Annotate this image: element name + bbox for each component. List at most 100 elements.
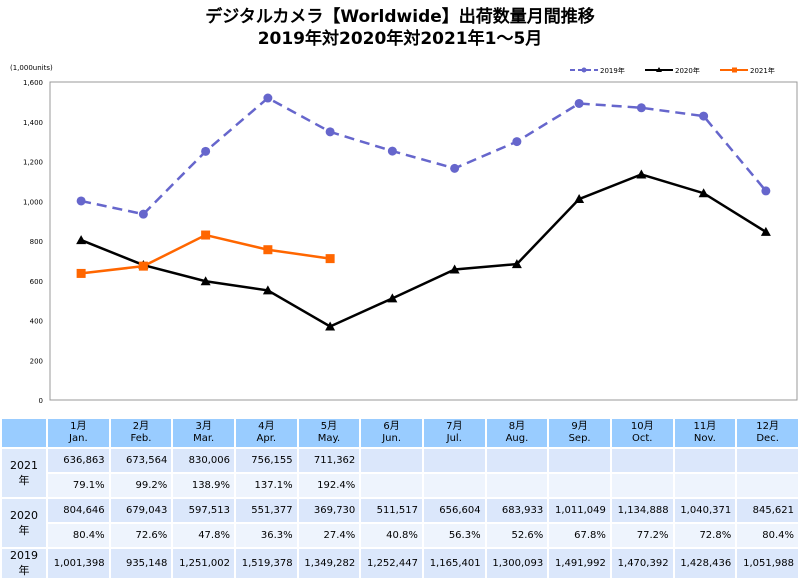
data-point [449,264,460,274]
units-cell: 656,604 [423,499,485,522]
data-point [699,111,709,121]
line-chart: (1,000units) 0 200 400 600 800 1,000 1,200 1,400… [10,64,798,405]
legend-marker [581,67,587,73]
row-label: 2019年 [2,549,46,578]
data-point [263,93,273,103]
ratio-cell: 72.8% [674,524,736,547]
ratio-cell: 67.8% [549,524,610,547]
ratio-cell: 72.6% [110,524,172,547]
y-tick-label: 1,200 [23,159,43,167]
row-label: 2020年 [2,499,46,547]
data-point [76,196,86,206]
data-point [574,194,585,204]
month-header: 9月 Sep. [549,419,610,447]
units-cell: 1,134,888 [611,499,673,522]
units-cell: 1,428,436 [674,549,736,578]
chart-title: デジタルカメラ【Worldwide】出荷数量月間推移 [205,7,595,27]
units-cell: 935,148 [110,549,172,578]
units-cell [486,449,548,472]
units-cell: 1,300,093 [486,549,548,578]
y-tick-label: 200 [30,357,43,365]
legend-label: 2021年 [750,66,775,75]
ratio-cell: 56.3% [423,524,485,547]
data-point [511,259,522,269]
y-tick-label: 600 [30,278,43,286]
y-tick-label: 1,000 [23,198,43,206]
ratio-cell: 36.3% [235,524,297,547]
data-table: 1月 Jan. 2月 Feb. 3月 Mar. 4月 Apr. 5月 May. 6月 Jun. 7月 Ju… [0,417,800,580]
header-corner [2,419,46,447]
ratio-cell [549,474,610,497]
units-cell: 597,513 [173,499,234,522]
month-header: 10月 Oct. [611,419,673,447]
data-point [387,146,397,156]
units-cell [674,449,736,472]
ratio-cell [737,474,798,497]
data-point [761,186,771,196]
month-header: 5月 May. [298,419,360,447]
ratio-cell [674,474,736,497]
y-axis-label: (1,000units) [10,64,53,72]
units-cell: 511,517 [361,499,422,522]
month-header: 6月 Jun. [361,419,422,447]
units-cell: 673,564 [110,449,172,472]
legend-label: 2020年 [675,66,700,75]
units-cell: 679,043 [110,499,172,522]
month-header: 12月 Dec. [737,419,798,447]
data-point [387,293,398,303]
month-header: 1月 Jan. [48,419,109,447]
units-cell: 1,470,392 [611,549,673,578]
units-cell: 711,362 [298,449,360,472]
series-line-2019年 [80,96,767,216]
units-cell [361,449,422,472]
y-tick-label: 1,600 [23,79,43,87]
data-point [574,98,584,108]
chart-subtitle: 2019年対2020年対2021年1～5月 [257,29,543,49]
ratio-cell: 52.6% [486,524,548,547]
ratio-cell: 80.4% [737,524,798,547]
data-point [138,209,148,219]
units-cell: 1,251,002 [173,549,234,578]
ratio-cell [361,474,422,497]
data-point [200,276,211,286]
units-cell: 1,051,988 [737,549,798,578]
legend-marker [732,67,737,73]
units-cell: 845,621 [737,499,798,522]
units-cell: 756,155 [235,449,297,472]
month-header: 3月 Mar. [173,419,234,447]
units-cell: 369,730 [298,499,360,522]
units-cell: 1,040,371 [674,499,736,522]
ratio-cell: 27.4% [298,524,360,547]
ratio-cell: 79.1% [48,474,109,497]
month-header: 8月 Aug. [486,419,548,447]
units-cell: 1,001,398 [48,549,109,578]
data-point [698,188,709,198]
data-point [636,169,647,179]
y-tick-label: 400 [30,318,43,326]
data-point [138,261,148,271]
y-tick-label: 0 [39,397,43,405]
legend-label: 2019年 [600,66,625,75]
units-cell: 830,006 [173,449,234,472]
units-cell [423,449,485,472]
units-cell: 1,519,378 [235,549,297,578]
data-point [76,268,86,278]
row-label: 2021年 [2,449,46,497]
legend-marker [656,67,662,72]
units-cell: 804,646 [48,499,109,522]
data-point [450,163,460,173]
data-point [325,321,336,331]
ratio-cell: 80.4% [48,524,109,547]
ratio-cell: 137.1% [235,474,297,497]
ratio-cell: 192.4% [298,474,360,497]
data-point [325,254,335,264]
units-cell: 1,165,401 [423,549,485,578]
month-header: 11月 Nov. [674,419,736,447]
units-cell: 1,011,049 [549,499,610,522]
units-cell [611,449,673,472]
data-point [201,146,211,156]
data-point [201,230,211,240]
units-cell: 1,252,447 [361,549,422,578]
ratio-cell: 47.8% [173,524,234,547]
data-point [263,245,273,255]
